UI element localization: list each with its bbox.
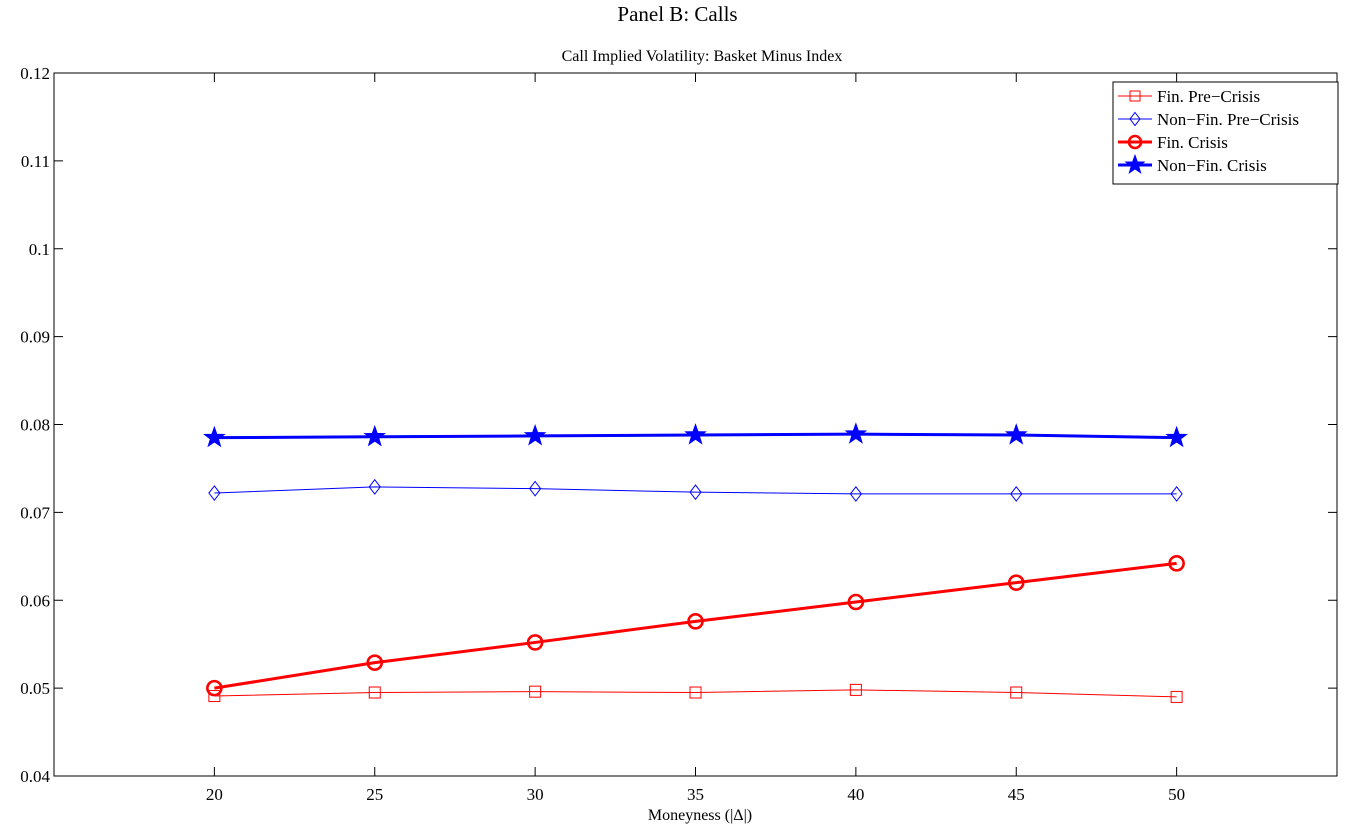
data-point	[206, 679, 223, 697]
data-point	[687, 613, 704, 630]
series-1	[208, 478, 1183, 502]
x-tick-label: 50	[1168, 785, 1185, 804]
legend-item: Non−Fin. Crisis	[1118, 153, 1267, 175]
x-tick-label: 20	[206, 785, 223, 804]
data-point	[208, 485, 221, 502]
x-tick-label: 45	[1008, 785, 1025, 804]
data-point	[1007, 574, 1025, 591]
data-point	[847, 593, 865, 611]
legend-marker	[1129, 111, 1141, 127]
legend-label: Fin. Pre−Crisis	[1157, 87, 1260, 106]
data-point	[368, 478, 381, 495]
legend-item: Fin. Crisis	[1118, 133, 1228, 152]
data-point	[1165, 425, 1188, 448]
x-tick-label: 40	[847, 785, 864, 804]
legend-label: Fin. Crisis	[1157, 133, 1228, 152]
data-point	[849, 485, 863, 502]
data-point	[684, 423, 707, 445]
y-tick-label: 0.1	[29, 240, 50, 259]
legend-marker	[1124, 153, 1146, 174]
series-line	[214, 486, 1177, 495]
data-point	[844, 422, 868, 444]
legend-item: Non−Fin. Pre−Crisis	[1118, 110, 1299, 129]
chart-title: Call Implied Volatility: Basket Minus In…	[562, 48, 843, 65]
data-point	[849, 683, 862, 696]
y-tick-label: 0.06	[20, 591, 50, 610]
data-point	[689, 686, 702, 699]
x-tick-label: 25	[366, 785, 383, 804]
data-point	[368, 686, 381, 699]
series-2	[206, 555, 1185, 697]
x-axis-label: Moneyness (|Δ|)	[648, 807, 752, 824]
legend-marker	[1129, 90, 1141, 102]
x-tick-label: 30	[527, 785, 544, 804]
data-point	[1170, 690, 1183, 703]
y-tick-label: 0.09	[20, 328, 50, 347]
series-3	[203, 422, 1188, 448]
data-point	[1170, 485, 1183, 502]
data-point	[1004, 423, 1028, 445]
data-point	[366, 654, 384, 671]
legend-marker	[1127, 134, 1143, 150]
plot-axes: 20 25 30 35 40 45 50 0.04 0.05 0.06 0.07 0.08 0.09 0.…	[20, 64, 1338, 804]
data-point	[363, 424, 387, 447]
legend-box	[1112, 81, 1339, 185]
data-point	[1010, 485, 1023, 502]
data-point	[1010, 686, 1023, 699]
data-point	[526, 634, 544, 651]
series-line	[214, 561, 1177, 690]
data-point	[523, 424, 547, 446]
panel-title: Panel B: Calls	[617, 2, 738, 26]
y-tick-label: 0.05	[20, 679, 50, 698]
legend-label: Non−Fin. Pre−Crisis	[1157, 110, 1299, 129]
x-tick-label: 35	[687, 785, 704, 804]
legend-item: Fin. Pre−Crisis	[1118, 87, 1260, 106]
data-point	[689, 484, 702, 501]
legend-label: Non−Fin. Crisis	[1157, 156, 1267, 175]
y-tick-label: 0.07	[20, 503, 50, 522]
data-point	[203, 425, 226, 448]
data-point	[1168, 555, 1185, 572]
y-tick-label: 0.08	[20, 416, 50, 435]
y-tick-label: 0.11	[21, 152, 50, 171]
data-point	[208, 690, 221, 703]
series-layer	[203, 422, 1188, 703]
series-0	[208, 683, 1183, 703]
data-point	[528, 480, 542, 497]
data-point	[529, 685, 542, 698]
legend: Fin. Pre−Crisis Non−Fin. Pre−Crisis Fin. C…	[1112, 81, 1339, 185]
y-tick-label: 0.12	[20, 64, 50, 83]
y-tick-label: 0.04	[20, 767, 50, 786]
series-line	[214, 689, 1177, 698]
